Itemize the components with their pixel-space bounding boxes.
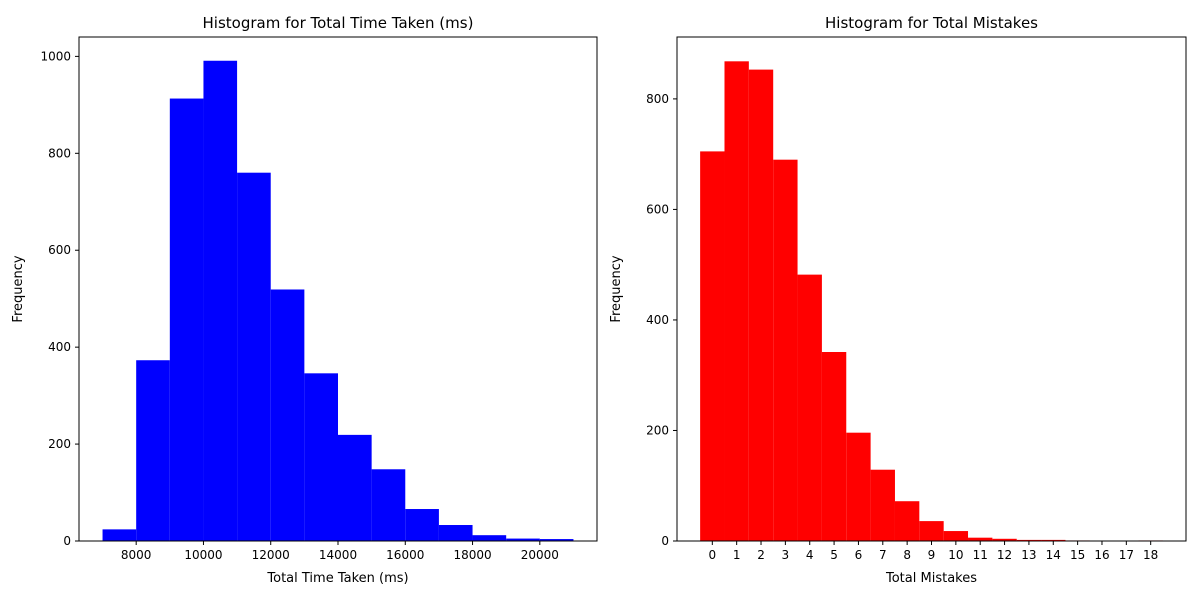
histogram-bar <box>304 373 338 541</box>
histogram-bar <box>371 469 406 541</box>
y-tick-label: 200 <box>646 423 669 437</box>
y-tick-label: 600 <box>646 202 669 216</box>
chart-time: 8000 10000 12000 14000 16000 18000 20000 0 200 40… <box>11 14 598 586</box>
y-tick-label: 0 <box>661 534 669 548</box>
histogram-bar <box>539 539 574 541</box>
histogram-bar <box>724 61 749 541</box>
x-tick-label: 18000 <box>453 548 491 562</box>
x-tick-label: 7 <box>879 548 887 562</box>
histogram-bar <box>506 538 540 541</box>
x-tick-label: 18 <box>1143 548 1158 562</box>
histogram-bar <box>270 289 305 541</box>
y-tick-label: 400 <box>48 340 71 354</box>
x-tick-label: 13 <box>1021 548 1036 562</box>
x-tick-label: 2 <box>757 548 765 562</box>
x-tick-label: 15 <box>1070 548 1085 562</box>
histogram-bar <box>338 434 372 541</box>
histogram-bar <box>773 159 798 541</box>
x-tick-label: 11 <box>973 548 988 562</box>
x-tick-label: 14 <box>1046 548 1061 562</box>
histogram-bar <box>1016 539 1042 541</box>
x-tick-label: 10 <box>948 548 963 562</box>
histogram-bar <box>919 521 944 541</box>
histogram-bar <box>438 525 473 541</box>
y-tick-label: 0 <box>63 534 71 548</box>
x-tick-label: 4 <box>806 548 814 562</box>
x-tick-label: 16000 <box>386 548 424 562</box>
histogram-bar <box>237 172 271 541</box>
x-tick-label: 6 <box>855 548 863 562</box>
x-tick-label: 3 <box>782 548 790 562</box>
x-tick-label: 10000 <box>184 548 222 562</box>
histogram-bar <box>870 469 895 541</box>
histogram-bar <box>136 360 170 541</box>
x-tick-label: 20000 <box>521 548 559 562</box>
x-tick-label: 9 <box>928 548 936 562</box>
histogram-bar <box>1041 539 1066 541</box>
y-tick-label: 600 <box>48 243 71 257</box>
chart-title: Histogram for Total Mistakes <box>825 14 1038 32</box>
histogram-bar <box>797 274 822 541</box>
histogram-bar <box>700 151 725 542</box>
x-axis-label: Total Mistakes <box>885 571 977 586</box>
x-tick-label: 17 <box>1119 548 1134 562</box>
histogram-bar <box>943 531 969 541</box>
y-axis-label: Frequency <box>609 255 624 322</box>
chart-mistakes: 0 1 2 3 4 5 6 7 8 9 10 11 12 13 14 15 16 17 18020040060080… <box>609 14 1187 586</box>
histogram-bar <box>968 537 993 541</box>
x-tick-label: 8000 <box>121 548 152 562</box>
histogram-bar <box>472 535 507 541</box>
histogram-bar <box>846 432 871 541</box>
x-tick-label: 14000 <box>319 548 357 562</box>
histogram-bar <box>102 529 137 541</box>
x-tick-label: 12000 <box>252 548 290 562</box>
x-tick-label: 16 <box>1094 548 1109 562</box>
histogram-bar <box>894 501 920 541</box>
histogram-bar <box>203 60 238 541</box>
histogram-bar <box>169 98 204 542</box>
histogram-bar <box>405 509 439 541</box>
x-tick-label: 5 <box>830 548 838 562</box>
x-tick-label: 8 <box>903 548 911 562</box>
y-axis-label: Frequency <box>11 255 26 322</box>
x-tick-label: 12 <box>997 548 1012 562</box>
histogram-bar <box>992 538 1017 541</box>
x-axis-label: Total Time Taken (ms) <box>266 571 408 586</box>
y-tick-label: 800 <box>48 146 71 160</box>
y-tick-label: 200 <box>48 437 71 451</box>
x-tick-label: 0 <box>708 548 716 562</box>
histogram-bar <box>748 69 774 542</box>
histogram-bar <box>821 352 847 541</box>
y-tick-label: 800 <box>646 92 669 106</box>
y-tick-label: 400 <box>646 313 669 327</box>
y-tick-label: 1000 <box>40 49 71 63</box>
chart-title: Histogram for Total Time Taken (ms) <box>203 14 474 32</box>
x-tick-label: 1 <box>733 548 741 562</box>
